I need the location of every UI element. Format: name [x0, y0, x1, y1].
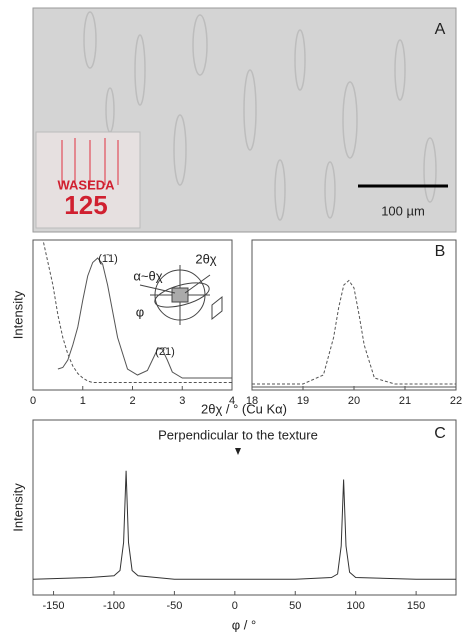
x-axis-label: 2θχ / ° (Cu Kα) — [201, 401, 287, 416]
diffraction-schematic — [139, 265, 223, 325]
annotation: α~θχ — [133, 268, 162, 283]
sample-text: 125 — [64, 190, 107, 220]
micrograph: WASEDA 125 100 µm A — [32, 7, 457, 233]
x-tick-label: -150 — [43, 600, 65, 612]
x-tick-label: 22 — [450, 395, 462, 407]
x-tick-label: -100 — [103, 600, 125, 612]
scale-bar-label: 100 µm — [381, 203, 425, 218]
arrow — [235, 448, 241, 455]
x-tick-label: 0 — [30, 395, 36, 407]
x-tick-label: 3 — [179, 395, 185, 407]
x-tick-label: 4 — [229, 395, 235, 407]
x-axis-label: φ / ° — [232, 617, 256, 632]
x-tick-label: 18 — [246, 395, 258, 407]
plot-frame — [32, 419, 457, 596]
panel-label: C — [434, 425, 446, 442]
x-tick-label: 19 — [297, 395, 309, 407]
panel-label: B — [435, 243, 446, 260]
data-line — [35, 239, 232, 383]
annotation: 2θχ — [195, 251, 216, 266]
x-tick-label: 0 — [232, 600, 238, 612]
sample-text: WASEDA — [57, 177, 115, 192]
y-axis-label: Intensity — [10, 290, 25, 339]
data-line — [57, 257, 232, 379]
data-line — [252, 279, 456, 385]
x-tick-label: 100 — [347, 600, 365, 612]
x-tick-label: 20 — [348, 395, 360, 407]
annotation: φ — [136, 304, 144, 319]
x-tick-label: -50 — [166, 600, 182, 612]
x-tick-label: 50 — [289, 600, 301, 612]
x-tick-label: 2 — [129, 395, 135, 407]
data-line — [32, 470, 456, 580]
x-tick-label: 150 — [407, 600, 425, 612]
annotation: (1̄1) — [98, 253, 118, 265]
x-tick-label: 1 — [80, 395, 86, 407]
annotation: (2̄1) — [155, 346, 175, 358]
x-tick-label: 21 — [399, 395, 411, 407]
annotation: Perpendicular to the texture — [158, 427, 318, 442]
plot-frame — [251, 239, 457, 391]
y-axis-label: Intensity — [10, 483, 25, 532]
panel-label: A — [435, 21, 446, 38]
